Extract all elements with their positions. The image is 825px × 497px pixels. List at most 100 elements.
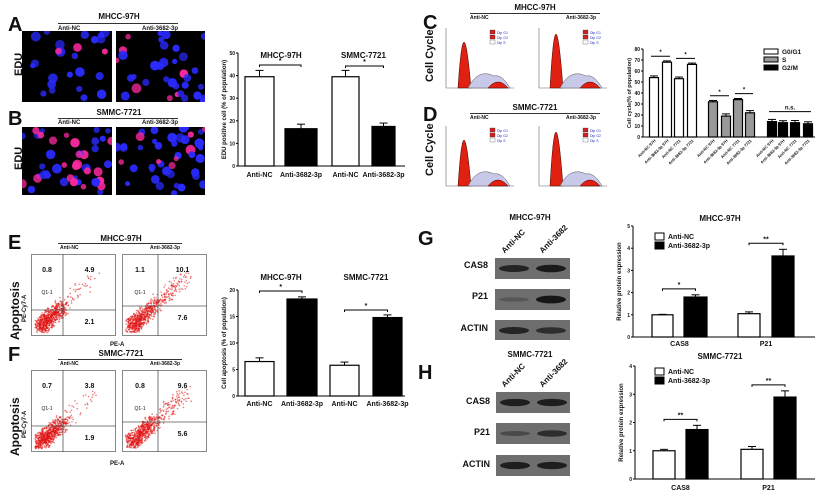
y-tick-label: 4 xyxy=(627,246,630,252)
event-dot xyxy=(58,428,60,431)
event-dot xyxy=(155,425,158,427)
event-dot xyxy=(153,423,155,426)
event-dot xyxy=(45,321,48,324)
event-dot xyxy=(167,404,169,406)
event-dot xyxy=(168,417,170,420)
bar xyxy=(744,112,756,138)
event-dot xyxy=(66,422,68,425)
nucleus xyxy=(175,133,185,143)
event-dot xyxy=(171,407,174,409)
event-dot xyxy=(91,390,94,393)
event-dot xyxy=(126,318,129,321)
nucleus xyxy=(71,52,79,60)
bar xyxy=(737,313,761,338)
event-dot xyxy=(170,281,172,284)
event-dot xyxy=(128,331,131,333)
significance-label: * xyxy=(743,88,746,94)
event-dot xyxy=(153,306,156,308)
event-dot xyxy=(45,324,47,327)
event-dot xyxy=(89,278,92,281)
event-dot xyxy=(145,319,147,321)
legend-label: G0/G1 xyxy=(782,49,802,56)
legend-label: Dip G1 xyxy=(497,31,508,35)
event-dot xyxy=(57,426,60,428)
event-dot xyxy=(38,322,41,325)
significance-bracket xyxy=(663,418,698,422)
event-dot xyxy=(170,407,172,410)
event-dot xyxy=(54,310,57,312)
event-dot xyxy=(60,314,62,317)
event-dot xyxy=(185,285,188,288)
event-dot xyxy=(151,315,153,317)
significance-label: * xyxy=(718,90,721,96)
event-dot xyxy=(47,426,50,429)
event-dot xyxy=(165,301,168,304)
event-dot xyxy=(40,331,43,333)
event-dot xyxy=(74,282,76,285)
event-dot xyxy=(182,276,185,278)
event-dot xyxy=(135,312,138,314)
edu-positive-cell xyxy=(32,127,40,135)
lane-label: Anti-NC xyxy=(58,120,81,126)
event-dot xyxy=(46,434,49,437)
x-tick-label: Anti-NC xyxy=(331,401,357,408)
event-dot xyxy=(167,290,170,293)
y-tick-label: 20 xyxy=(634,113,640,119)
nucleus xyxy=(177,183,186,192)
event-dot xyxy=(140,314,142,316)
event-dot xyxy=(74,284,77,286)
event-dot xyxy=(149,299,152,302)
event-dot xyxy=(137,438,140,440)
event-dot xyxy=(143,313,146,316)
nucleus xyxy=(180,94,189,102)
event-dot xyxy=(139,318,142,320)
event-dot xyxy=(74,421,77,424)
event-dot xyxy=(52,438,54,441)
significance-bracket xyxy=(751,384,786,387)
event-dot xyxy=(173,405,176,408)
legend-label: G2/M xyxy=(782,65,798,72)
event-dot xyxy=(129,315,132,318)
event-dot xyxy=(141,308,144,311)
event-dot xyxy=(140,306,143,308)
event-dot xyxy=(139,309,142,311)
x-tick-label: P21 xyxy=(760,341,773,348)
event-dot xyxy=(147,436,150,439)
legend-swatch xyxy=(654,232,665,241)
x-tick-label: Anti-3682-3p 7721 xyxy=(667,138,695,166)
event-dot xyxy=(72,418,75,421)
event-dot xyxy=(142,434,144,437)
event-dot xyxy=(185,270,188,273)
event-dot xyxy=(155,301,158,303)
x-tick-label: Anti-NC 7721 xyxy=(777,138,799,160)
event-dot xyxy=(141,322,144,325)
protein-band xyxy=(499,327,529,334)
gate-label: Q1-1 xyxy=(134,290,145,296)
event-dot xyxy=(144,436,147,439)
event-dot xyxy=(151,413,153,415)
event-dot xyxy=(131,316,133,319)
nucleus xyxy=(161,166,172,176)
event-dot xyxy=(176,395,178,397)
event-dot xyxy=(69,292,72,295)
y-tick-label: 10 xyxy=(634,124,640,130)
event-dot xyxy=(57,431,59,433)
event-dot xyxy=(153,300,156,303)
significance-label: ** xyxy=(763,236,769,243)
event-dot xyxy=(35,433,37,436)
event-dot xyxy=(49,429,51,432)
event-dot xyxy=(158,420,161,422)
row-label-cell-cycle: Cell Cycle xyxy=(424,123,436,176)
gate-label: Q1-1 xyxy=(41,406,52,412)
event-dot xyxy=(159,299,161,302)
x-tick-label: Anti-3682-3p xyxy=(366,401,408,408)
event-dot xyxy=(183,394,185,397)
event-dot xyxy=(59,422,61,424)
event-dot xyxy=(69,411,71,413)
event-dot xyxy=(131,441,133,444)
event-dot xyxy=(158,417,160,420)
event-dot xyxy=(132,313,135,316)
event-dot xyxy=(129,326,132,329)
event-dot xyxy=(150,430,152,432)
event-dot xyxy=(150,312,153,314)
